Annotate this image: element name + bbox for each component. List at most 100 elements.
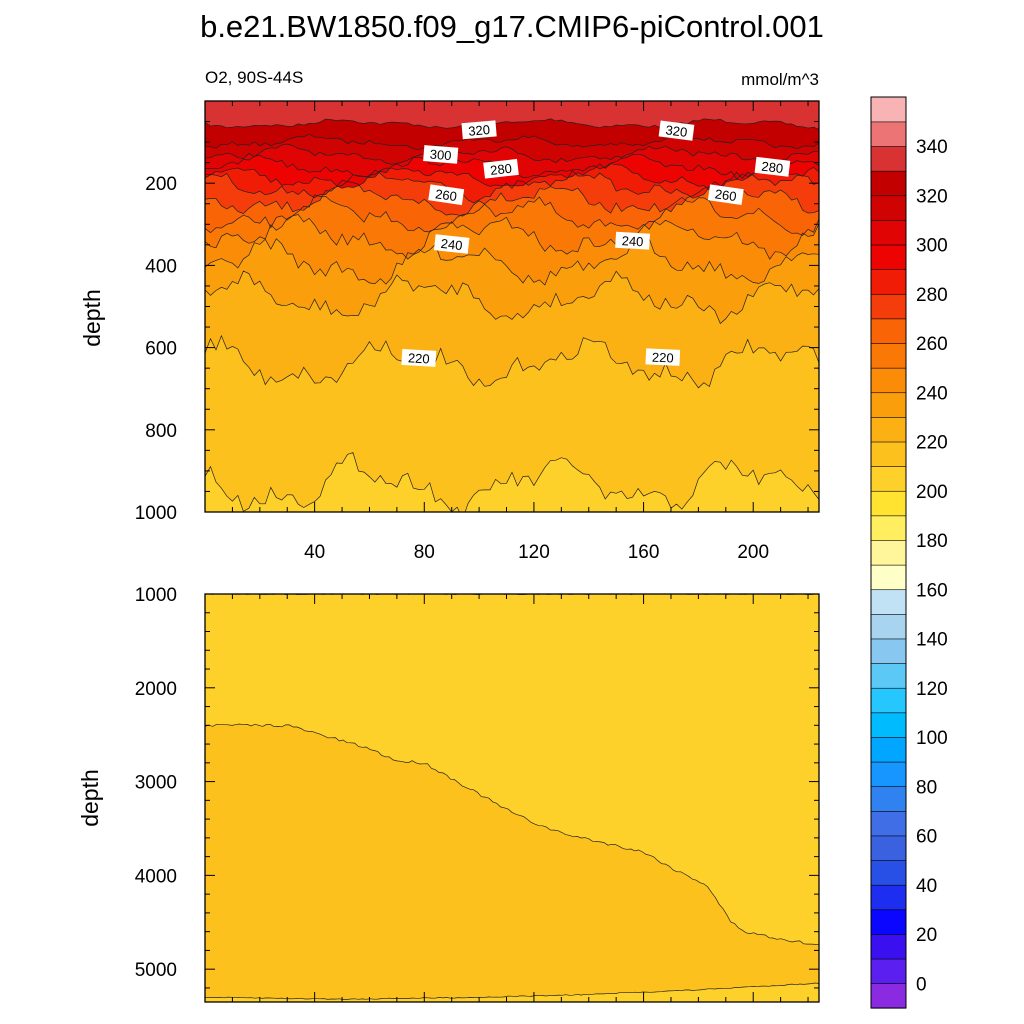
colorbar-tick-label: 340 xyxy=(916,137,948,158)
lower-axis-ticks: 1000 2000 3000 4000 5000 xyxy=(135,585,819,1002)
colorbar-swatch xyxy=(870,662,907,689)
colorbar-swatch xyxy=(870,786,907,812)
upper-contour-labels: 320 320 300 280 280 260 260 240 240 220 220 xyxy=(401,120,791,367)
colorbar-tick-label: 20 xyxy=(916,925,937,946)
contour-label: 280 xyxy=(483,158,519,179)
contour-line-260 xyxy=(205,194,819,236)
contour-label-box xyxy=(461,120,497,140)
colorbar-swatch xyxy=(870,293,907,320)
colorbar-swatch xyxy=(870,121,907,147)
colorbar-swatch xyxy=(870,613,907,640)
contour-label-box xyxy=(658,120,695,141)
y-tick-label: 400 xyxy=(145,256,177,277)
colorbar-swatch xyxy=(870,466,907,492)
contour-line-200 xyxy=(205,723,819,946)
upper-fill xyxy=(205,101,819,512)
colorbar-swatch xyxy=(870,269,907,295)
lower-panel: 1000 2000 3000 4000 5000 depth xyxy=(77,585,820,1003)
colorbar-swatch xyxy=(870,515,907,541)
contour-line-240 xyxy=(205,236,819,286)
y-tick-label: 3000 xyxy=(135,773,177,794)
contour-label-box xyxy=(754,156,791,177)
colorbar-swatch xyxy=(870,539,907,566)
contour-label: 220 xyxy=(645,348,681,366)
colorbar-swatch xyxy=(870,170,907,197)
contour-line-190 xyxy=(205,982,819,1000)
contour-label: 300 xyxy=(423,145,459,164)
contour-line-230 xyxy=(205,270,819,325)
y-tick-label: 4000 xyxy=(135,866,177,887)
contour-label: 220 xyxy=(401,348,437,367)
contour-label-box xyxy=(483,158,519,179)
y-tick-label: 1000 xyxy=(135,503,177,524)
y-tick-label: 2000 xyxy=(135,679,177,700)
contour-label: 280 xyxy=(754,156,791,177)
figure-title: b.e21.BW1850.f09_g17.CMIP6-piControl.001 xyxy=(200,9,824,44)
x-tick-label: 40 xyxy=(304,542,325,563)
colorbar-swatch xyxy=(870,958,907,984)
contour-label-text: 320 xyxy=(665,122,688,140)
colorbar-tick-label: 0 xyxy=(916,974,927,995)
colorbar-frame xyxy=(870,96,907,1009)
colorbar-swatch xyxy=(870,736,907,763)
colorbar-tick-label: 140 xyxy=(916,630,948,651)
lower-band-210 xyxy=(205,724,819,1002)
colorbar-tick-label: 40 xyxy=(916,876,937,897)
colorbar-tick-label: 200 xyxy=(916,482,948,503)
contour-label: 240 xyxy=(615,231,651,250)
variable-label: O2, 90S-44S xyxy=(205,68,303,87)
colorbar-tick-label: 60 xyxy=(916,827,937,848)
contour-label-text: 280 xyxy=(489,161,512,178)
colorbar-tick-label: 280 xyxy=(916,285,948,306)
contour-label-text: 280 xyxy=(761,159,784,176)
colorbar-tick-label: 220 xyxy=(916,433,948,454)
lower-band-bottom xyxy=(205,983,819,1002)
y-tick-label: 200 xyxy=(145,174,177,195)
x-tick-label: 200 xyxy=(737,542,769,563)
lower-fill xyxy=(205,594,819,1002)
x-tick-label: 160 xyxy=(628,542,660,563)
contour-label: 260 xyxy=(428,184,465,206)
contour-label-text: 240 xyxy=(621,233,644,249)
contour-line-210 xyxy=(205,452,819,512)
contour-line-330 xyxy=(205,118,819,130)
colorbar-swatch xyxy=(870,342,907,369)
contour-label: 240 xyxy=(433,234,470,254)
colorbar-swatch xyxy=(870,195,907,221)
colorbar-tick-label: 80 xyxy=(916,777,937,798)
contour-label-box xyxy=(423,145,459,164)
upper-axis-ticks: 40 80 120 160 200 200 400 600 800 1000 xyxy=(135,101,819,563)
colorbar-swatch xyxy=(870,416,907,443)
contour-label-box xyxy=(645,348,681,366)
colorbar-swatch xyxy=(870,392,907,418)
contour-label-text: 300 xyxy=(429,147,452,164)
colorbar-tick-label: 160 xyxy=(916,580,948,601)
y-tick-label: 600 xyxy=(145,339,177,360)
colorbar-swatch xyxy=(870,638,907,664)
colorbar-swatch xyxy=(870,145,907,172)
x-tick-label: 120 xyxy=(518,542,550,563)
y-tick-label: 5000 xyxy=(135,960,177,981)
colorbar-tick-label: 260 xyxy=(916,334,948,355)
colorbar-swatch xyxy=(870,835,907,861)
colorbar-swatch xyxy=(870,318,907,344)
contour-line-270 xyxy=(205,179,819,217)
colorbar-tick-label: 320 xyxy=(916,187,948,208)
colorbar-swatch xyxy=(870,490,907,517)
contour-label: 260 xyxy=(707,184,744,206)
contour-line-220 xyxy=(205,334,819,389)
contour-label-text: 220 xyxy=(408,350,431,366)
colorbar-swatch xyxy=(870,244,907,270)
colorbar-tick-label: 180 xyxy=(916,531,948,552)
colorbar-swatch xyxy=(870,933,907,960)
colorbar-tick-label: 240 xyxy=(916,384,948,405)
contour-label-box xyxy=(707,184,744,206)
contour-label-box xyxy=(615,231,651,250)
upper-y-axis-label: depth xyxy=(79,289,105,347)
colorbar: 0 20 40 60 80 100 120 140 160 180 200 220 240 260 280 3… xyxy=(870,96,948,1009)
contour-line-250 xyxy=(205,214,819,260)
colorbar-swatch xyxy=(870,687,907,714)
x-tick-label: 80 xyxy=(414,542,435,563)
colorbar-swatch xyxy=(870,441,907,467)
y-tick-label: 800 xyxy=(145,421,177,442)
